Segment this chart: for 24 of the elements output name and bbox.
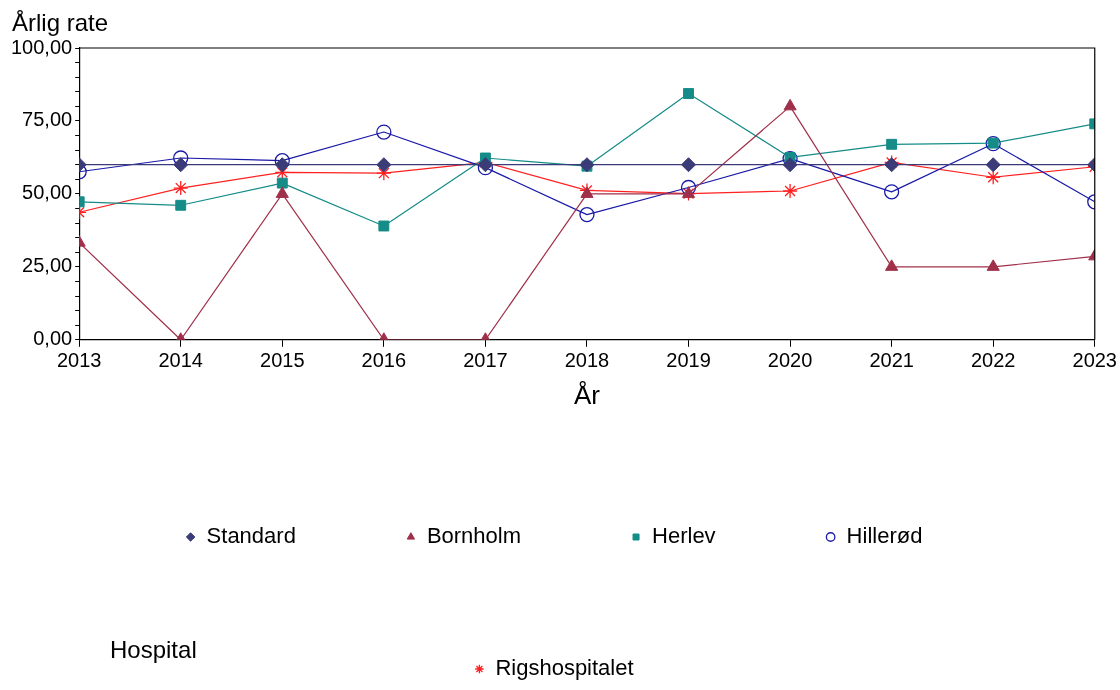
- x-tick-label: 2016: [361, 349, 407, 372]
- x-tick-label: 2023: [1072, 349, 1117, 372]
- x-tick-label: 2018: [564, 349, 610, 372]
- y-tick-label: 50,00: [22, 181, 73, 204]
- x-tick-label: 2017: [463, 349, 508, 372]
- x-tick-label: 2015: [260, 349, 305, 372]
- x-tick-label: 2020: [767, 349, 813, 372]
- x-tick-label: 2019: [666, 349, 711, 372]
- y-tick-label: 75,00: [22, 108, 73, 131]
- y-axis-title: Årlig rate: [12, 8, 109, 36]
- x-tick-label: 2022: [970, 349, 1016, 372]
- y-tick-label: 25,00: [22, 254, 73, 277]
- legend-label: Hillerød: [846, 523, 923, 549]
- legend-label: Herlev: [652, 523, 716, 549]
- x-tick-label: 2013: [56, 349, 102, 372]
- y-tick-label: 0,00: [33, 327, 73, 350]
- legend-label: Rigshospitalet: [495, 655, 634, 681]
- x-tick-label: 2014: [158, 349, 203, 372]
- y-tick-label: 100,00: [11, 35, 73, 58]
- legend-label: Bornholm: [426, 523, 522, 549]
- legend-title: Hospital: [110, 636, 197, 664]
- x-axis-title: År: [573, 379, 601, 410]
- legend-label: Standard: [206, 523, 296, 549]
- x-tick-label: 2021: [869, 349, 914, 372]
